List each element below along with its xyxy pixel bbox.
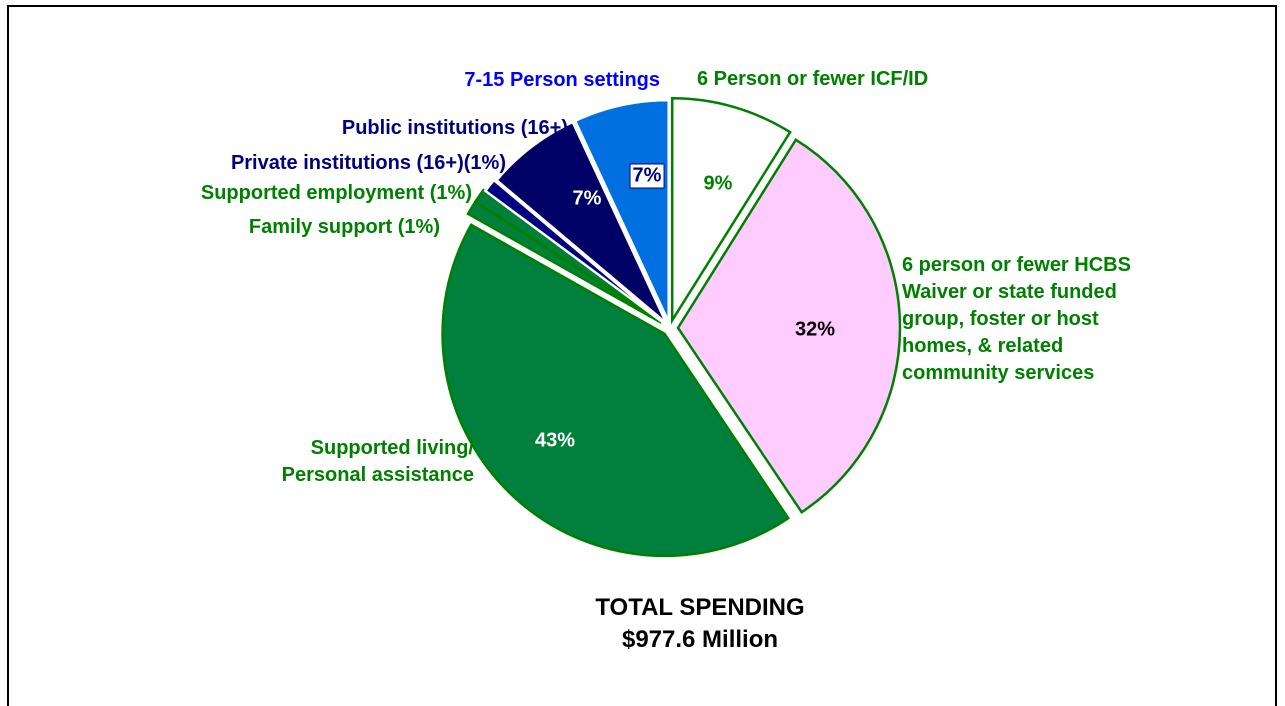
pie-slice — [483, 178, 665, 325]
pie-slice — [573, 98, 670, 323]
pie-slice — [494, 120, 668, 325]
category-label: 6 Person or fewer ICF/ID — [697, 68, 929, 90]
frame — [7, 5, 1277, 706]
category-label: Supported living/ Personal assistance — [281, 437, 474, 486]
category-label: 6 person or fewer HCBS Waiver or state f… — [902, 254, 1131, 384]
pie-slice — [670, 97, 792, 325]
value-label: 7% — [629, 163, 665, 189]
chart-title: TOTAL SPENDING $977.6 Million — [595, 594, 805, 653]
value-label: 7% — [572, 187, 602, 210]
category-label: Supported employment (1%) — [200, 182, 472, 204]
pie-slice — [676, 138, 902, 514]
category-label: Private institutions (16+)(1%) — [230, 152, 506, 174]
category-label: Family support (1%) — [248, 216, 440, 238]
category-label: Public institutions (16+) — [341, 117, 568, 139]
category-label: 7-15 Person settings — [464, 69, 660, 91]
value-label: 43% — [534, 429, 576, 452]
value-label: 9% — [703, 172, 733, 195]
pie-slice — [441, 223, 790, 558]
pie-slice — [473, 188, 663, 324]
value-label: 32% — [794, 318, 836, 341]
